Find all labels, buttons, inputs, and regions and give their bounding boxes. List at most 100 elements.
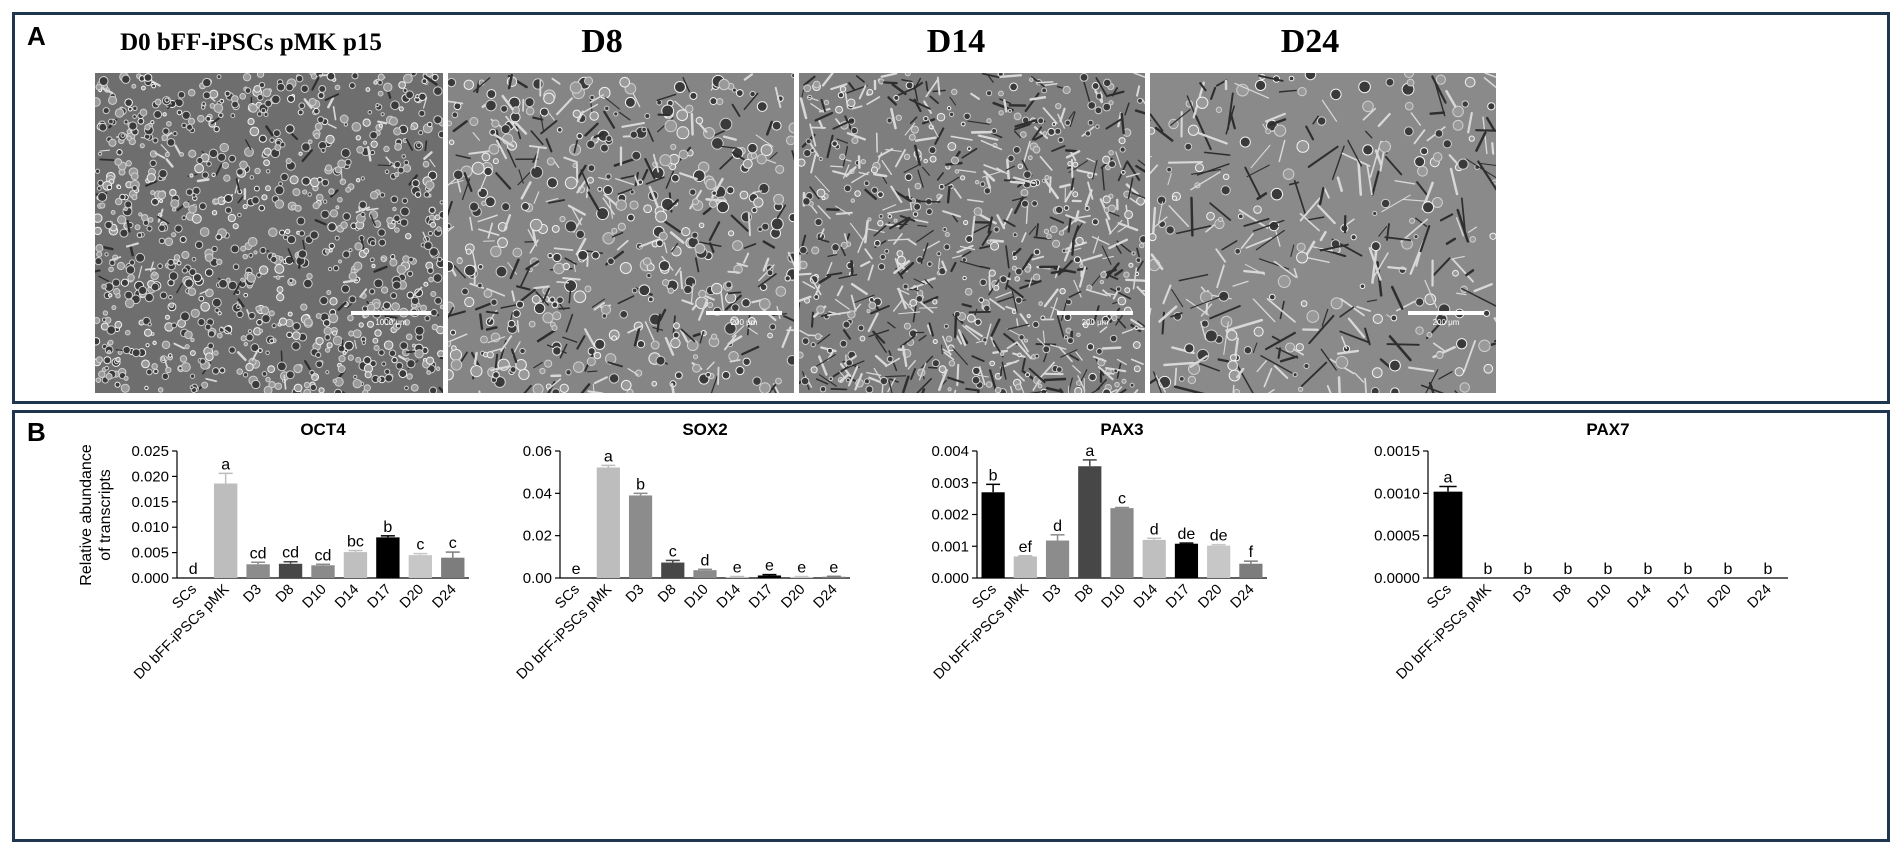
bar-D3 xyxy=(246,564,270,578)
bar-D14 xyxy=(1142,539,1166,578)
significance-letter: c xyxy=(669,543,677,560)
chart-title: OCT4 xyxy=(300,420,346,439)
panel-b-letter: B xyxy=(27,417,46,447)
x-tick-label: D20 xyxy=(397,582,427,612)
y-tick-label: 0.003 xyxy=(931,475,969,492)
bar-D24 xyxy=(441,557,465,578)
x-tick-label: D24 xyxy=(429,582,459,612)
micro-title-d14: D14 xyxy=(926,23,986,60)
significance-letter: a xyxy=(1444,470,1453,487)
chart-title: PAX7 xyxy=(1586,420,1629,439)
y-tick-label: 0.00 xyxy=(523,570,552,587)
bar-D10 xyxy=(693,570,717,578)
y-tick-label: 0.06 xyxy=(523,443,552,460)
y-tick-label: 0.0000 xyxy=(1374,570,1420,587)
significance-letter: b xyxy=(1484,561,1493,578)
panel-a-letter: A xyxy=(27,21,46,51)
x-tick-label: SCs xyxy=(1424,582,1455,613)
x-tick-label: D24 xyxy=(1228,582,1258,612)
micro-title-d8: D8 xyxy=(581,23,623,60)
significance-letter: e xyxy=(797,560,806,577)
x-tick-label: D24 xyxy=(811,582,841,612)
x-tick-label: D8 xyxy=(273,582,297,606)
scale-bar-label: 200 μm xyxy=(1433,318,1460,327)
x-tick-label: D17 xyxy=(1163,582,1193,612)
y-tick-label: 0.002 xyxy=(931,507,969,524)
y-tick-label: 0.04 xyxy=(523,485,552,502)
micrograph-d24-texture: 200 μm xyxy=(1150,73,1496,393)
chart-oct4: OCT4 0.000 0.005 0.010 0.015 0.020 0.025 Relati… xyxy=(78,420,469,683)
significance-letter: f xyxy=(1249,544,1254,561)
y-axis-label-line: Relative abundance xyxy=(78,444,95,586)
x-tick-label: D20 xyxy=(778,582,808,612)
x-tick-label: D17 xyxy=(1665,582,1695,612)
significance-letter: a xyxy=(1085,443,1094,460)
cell-texture xyxy=(448,73,794,393)
y-tick-label: 0.015 xyxy=(131,494,169,511)
x-tick-label: D8 xyxy=(1072,582,1096,606)
bar-D3 xyxy=(1045,540,1070,578)
significance-letter: cd xyxy=(282,545,299,562)
bar-D0 bFF-iPSCs pMK xyxy=(213,483,238,578)
significance-letter: e xyxy=(733,560,742,577)
significance-letter: e xyxy=(765,558,774,575)
y-tick-label: 0.000 xyxy=(131,570,169,587)
x-tick-label: D14 xyxy=(1131,582,1161,612)
significance-letter: b xyxy=(383,519,392,536)
micrograph-d0: 1000 μm xyxy=(95,73,443,393)
chart-title: SOX2 xyxy=(682,420,727,439)
bar-D20 xyxy=(1207,545,1231,578)
y-axis-label-line: of transcripts xyxy=(97,469,114,561)
significance-letter: b xyxy=(636,476,645,493)
scale-bar xyxy=(351,311,431,315)
significance-letter: a xyxy=(604,448,613,465)
significance-letter: de xyxy=(1178,526,1196,543)
significance-letter: c xyxy=(416,537,424,554)
significance-letter: c xyxy=(1118,491,1126,508)
bar-D3 xyxy=(628,495,653,578)
significance-letter: e xyxy=(829,559,838,576)
significance-letter: b xyxy=(1644,561,1653,578)
significance-letter: a xyxy=(221,456,230,473)
significance-letter: b xyxy=(989,467,998,484)
cell-texture xyxy=(799,73,1145,393)
y-tick-label: 0.004 xyxy=(931,443,969,460)
bar-D8 xyxy=(1078,466,1102,578)
bar-D14 xyxy=(343,552,368,578)
cell-texture xyxy=(95,73,443,393)
significance-letter: ef xyxy=(1019,539,1033,556)
x-tick-label: D20 xyxy=(1195,582,1225,612)
significance-letter: de xyxy=(1210,528,1228,545)
bar-D0 bFF-iPSCs pMK xyxy=(596,467,620,578)
y-tick-label: 0.0015 xyxy=(1374,443,1420,460)
micrograph-d8: 200 μm xyxy=(448,73,794,393)
scale-bar xyxy=(1057,311,1133,315)
scale-bar xyxy=(1408,311,1484,315)
y-axis-label: Relative abundance of transcripts xyxy=(78,444,114,586)
x-tick-label: D14 xyxy=(714,582,744,612)
micro-title-d0: D0 bFF-iPSCs pMK p15 xyxy=(120,29,382,56)
x-tick-label: D3 xyxy=(1040,582,1064,606)
bar-D17 xyxy=(757,575,782,578)
bar-D10 xyxy=(1110,508,1134,578)
y-tick-label: 0.02 xyxy=(523,528,552,545)
significance-letter: cd xyxy=(250,545,267,562)
panel-a-frame: A D0 bFF-iPSCs pMK p15 D8 D14 D24 1000 μ… xyxy=(12,12,1890,404)
x-tick-label: D10 xyxy=(682,582,712,612)
bar-D24 xyxy=(822,576,846,578)
significance-letter: b xyxy=(1724,561,1733,578)
significance-letter: d xyxy=(1053,518,1062,535)
cell-texture xyxy=(1150,73,1496,393)
x-tick-label: D8 xyxy=(655,582,679,606)
x-tick-label: D24 xyxy=(1745,582,1775,612)
bar-D17 xyxy=(376,537,400,578)
bar-D20 xyxy=(790,576,814,578)
scale-bar xyxy=(706,311,782,315)
bar-SCs xyxy=(1433,491,1463,578)
x-tick-label: D3 xyxy=(623,582,647,606)
y-tick-label: 0.010 xyxy=(131,519,169,536)
significance-letter: c xyxy=(449,535,457,552)
y-tick-label: 0.020 xyxy=(131,468,169,485)
micrograph-d0-texture: 1000 μm xyxy=(95,73,443,393)
micrograph-d8-texture: 200 μm xyxy=(448,73,794,393)
